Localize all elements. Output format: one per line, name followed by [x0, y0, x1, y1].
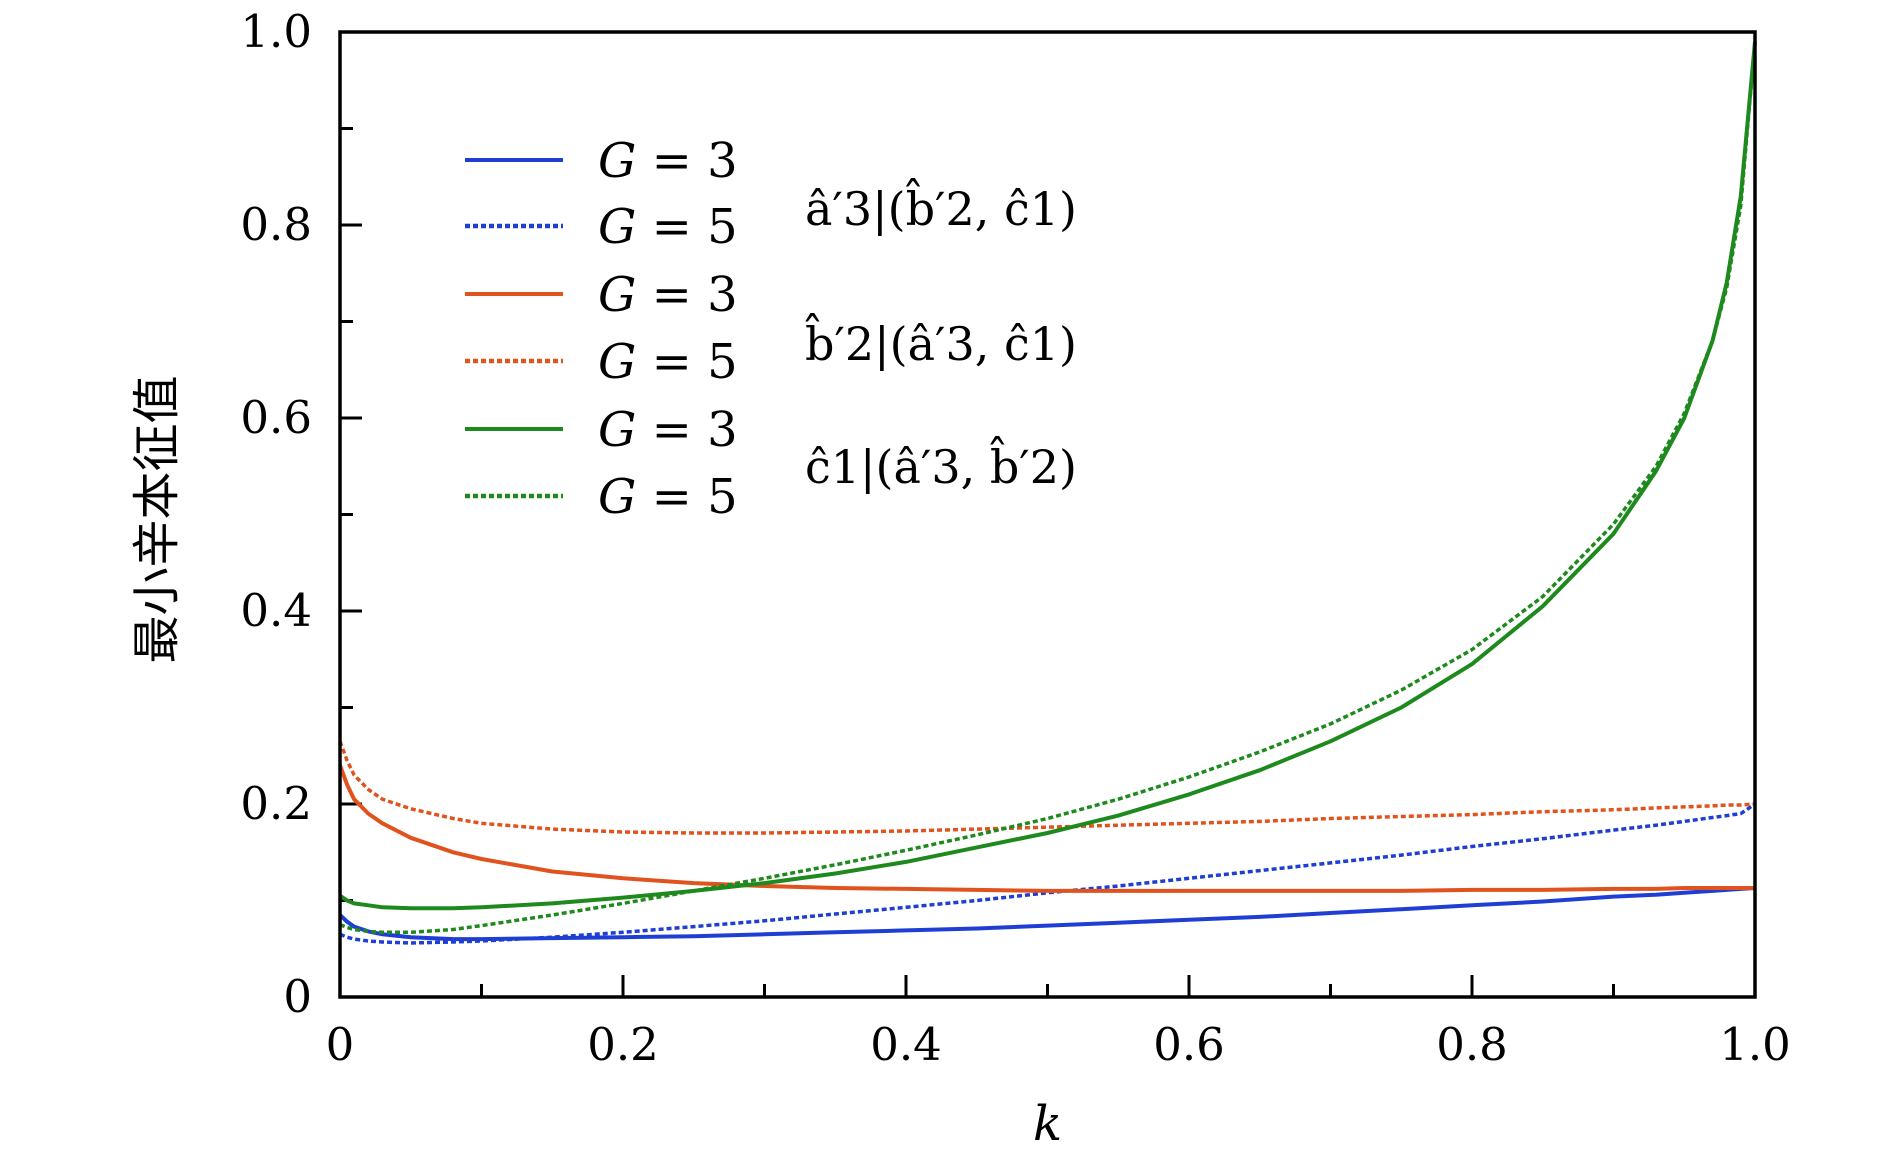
y-tick-label: 0: [283, 970, 312, 1023]
legend-group-label: â′3|(b̂′2, ĉ1): [805, 177, 1077, 236]
series-layer: [338, 41, 1757, 945]
y-axis-title-group: 最小辛本征值: [129, 375, 185, 663]
legend-label: G = 5: [598, 334, 738, 390]
legend: G = 3G = 5G = 3G = 5G = 3G = 5â′3|(b̂′2,…: [465, 133, 1077, 525]
legend-label-var: G: [598, 469, 636, 525]
ticks-layer: 00 0.2 0.2 0.4 0.4 0.6 0.6 0.8 0.8 1.0 1.0: [240, 5, 1790, 1071]
x-tick-label: 1.0: [1719, 1018, 1791, 1071]
x-tick-label: 0.8: [1436, 1018, 1508, 1071]
legend-label-value: = 3: [636, 133, 737, 189]
legend-label-value: = 5: [636, 199, 737, 255]
plot-frame: [338, 30, 1757, 999]
legend-label: G = 5: [598, 199, 738, 255]
y-tick-label: 0.4: [240, 584, 312, 637]
series-line-6: [339, 41, 1757, 935]
x-tick-label: 0.6: [1153, 1018, 1225, 1071]
legend-label: G = 5: [598, 469, 738, 525]
legend-label-value: = 5: [636, 469, 737, 525]
series-line-1: [338, 886, 1756, 942]
y-tick-label: 0.6: [240, 391, 312, 444]
legend-label-value: = 3: [636, 402, 737, 458]
legend-label: G = 3: [598, 267, 738, 323]
y-axis-title: 最小辛本征值: [129, 375, 185, 663]
series-line-3: [338, 764, 1755, 893]
series-line-5: [338, 41, 1757, 911]
y-tick-label: 1.0: [240, 5, 312, 58]
series-line-4: [338, 740, 1756, 835]
legend-group-label: ĉ1|(â′3, b̂′2): [805, 435, 1077, 494]
legend-label-var: G: [598, 402, 636, 458]
legend-label: G = 3: [598, 133, 738, 189]
legend-label: G = 3: [598, 402, 738, 458]
y-tick-label: 0.2: [240, 777, 312, 830]
legend-group-label: b̂′2|(â′3, ĉ1): [805, 312, 1077, 371]
legend-label-var: G: [598, 267, 636, 323]
legend-label-var: G: [598, 133, 636, 189]
legend-label-var: G: [598, 334, 636, 390]
x-axis-title: k: [1033, 1096, 1062, 1152]
x-tick-label: 0: [326, 1018, 355, 1071]
legend-label-value: = 3: [636, 267, 737, 323]
y-tick-label: 0.8: [240, 198, 312, 251]
legend-label-value: = 5: [636, 334, 737, 390]
legend-label-var: G: [598, 199, 636, 255]
x-tick-label: 0.4: [870, 1018, 942, 1071]
series-line-2: [339, 802, 1756, 945]
x-tick-label: 0.2: [587, 1018, 659, 1071]
